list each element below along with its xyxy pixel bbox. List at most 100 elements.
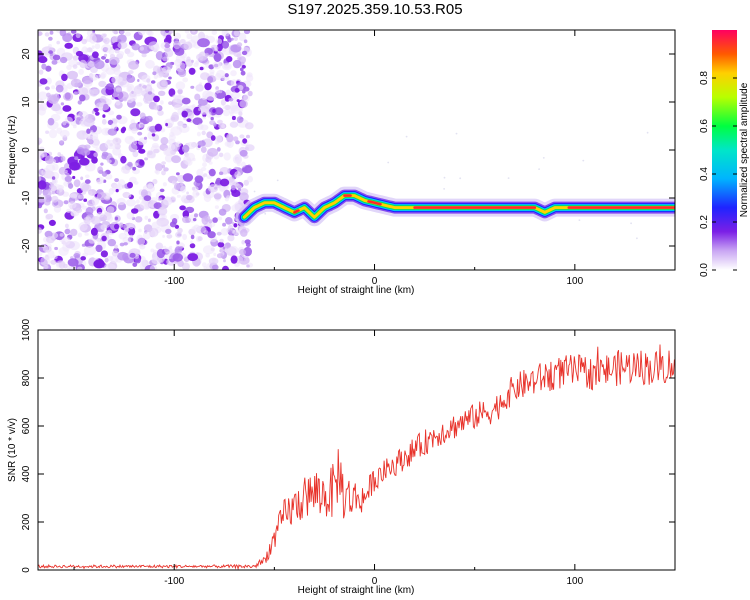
noise-blob [83,198,88,202]
snr-x-tick-label: -100 [164,576,184,587]
noise-blob [173,32,181,40]
noise-blob [100,162,104,166]
noise-blob [90,130,94,134]
noise-blob [198,107,201,111]
snr-x-tick-label: 0 [372,576,378,587]
noise-blob [82,76,92,84]
noise-blob [78,68,84,75]
noise-blob [191,186,199,192]
colorbar-tick-label: 0.8 [699,71,710,85]
noise-blob [138,148,146,154]
noise-blob [218,171,224,176]
noise-blob [117,41,128,49]
snr-y-axis-label: SNR (10 * v/v) [7,418,18,482]
noise-blob [240,67,244,72]
noise-blob [202,116,207,120]
colorbar: 0.0 0.2 0.4 0.6 0.8 Normalized spectral ampl… [699,30,750,277]
noise-blob [236,42,243,47]
noise-blob [199,66,204,71]
noise-blob [101,151,109,157]
noise-blob [82,252,88,257]
noise-blob [168,134,176,141]
noise-blob [111,118,118,125]
noise-blob [230,185,236,191]
noise-blob [77,232,83,238]
noise-blob [237,56,242,61]
noise-blob [181,97,191,105]
noise-blob [91,196,100,206]
noise-blob [158,197,163,201]
noise-blob [210,72,215,76]
noise-blob [193,62,199,67]
noise-blob [175,141,182,147]
noise-blob [214,73,222,80]
noise-blob [133,181,139,185]
noise-blob [246,134,250,139]
noise-blob [241,65,246,69]
noise-blob [81,205,88,210]
quiet-speck [578,219,581,222]
noise-blob [101,235,107,242]
noise-blob [91,110,95,114]
quiet-speck [507,177,510,180]
noise-blob [182,144,190,153]
noise-blob [175,81,186,90]
noise-blob [128,70,134,75]
noise-blob [161,80,168,87]
noise-blob [48,129,58,139]
noise-blob [208,219,213,224]
noise-blob [236,162,242,167]
noise-blob [168,88,176,97]
noise-blob [196,53,204,61]
quiet-speck [646,131,649,134]
noise-blob [190,85,195,89]
noise-blob [230,255,238,264]
noise-blob [230,104,240,112]
spectrogram-y-axis-label: Frequency (Hz) [7,116,18,185]
snr-line-group [38,344,675,570]
noise-blob [160,206,165,210]
noise-blob [191,30,196,33]
noise-blob [44,230,53,238]
noise-blob [127,85,132,91]
noise-blob [203,173,208,177]
noise-blob [44,155,54,165]
noise-blob [64,223,69,229]
noise-blob [124,135,135,145]
noise-blob [136,236,146,246]
noise-blob [92,51,99,59]
noise-blob [62,105,72,112]
noise-blob [221,265,230,270]
noise-blob [150,229,158,238]
noise-blob [196,168,204,177]
noise-blob [96,176,105,184]
noise-blob [38,106,46,116]
noise-blob [84,179,91,184]
noise-blob [176,194,181,198]
noise-blob [79,157,90,166]
noise-blob [131,208,139,214]
noise-blob [73,253,81,259]
noise-blob [201,130,206,136]
noise-blob [90,66,98,74]
noise-blob [180,182,184,186]
noise-blob [176,125,181,130]
noise-blob [161,170,166,176]
noise-blob [147,218,151,223]
noise-blob [242,138,248,144]
noise-blob [58,247,69,256]
noise-blob [200,72,210,80]
noise-blob [162,197,173,206]
noise-blob [178,69,187,78]
noise-blob [106,139,111,145]
noise-blob [108,188,115,195]
noise-blob [210,135,216,141]
noise-blob [114,244,118,249]
noise-blob [207,76,214,84]
noise-blob [157,206,168,216]
noise-blob [118,232,127,240]
noise-blob [119,81,124,86]
noise-blob [236,53,242,58]
noise-blob [144,100,149,104]
